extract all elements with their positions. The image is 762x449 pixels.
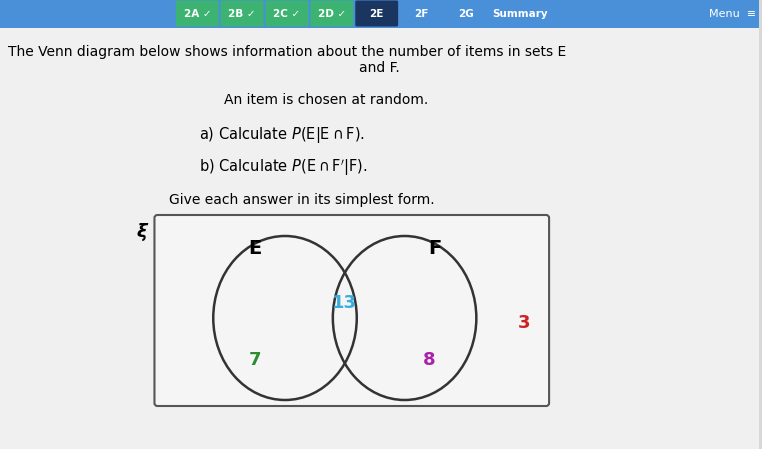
Text: The Venn diagram below shows information about the number of items in sets E: The Venn diagram below shows information… [8, 45, 566, 59]
FancyBboxPatch shape [176, 0, 219, 26]
Text: a) Calculate $P(\mathrm{E}|\mathrm{E}\cap \mathrm{F})$.: a) Calculate $P(\mathrm{E}|\mathrm{E}\ca… [200, 125, 365, 145]
Text: and F.: and F. [360, 61, 400, 75]
Text: 2F: 2F [415, 9, 429, 19]
FancyBboxPatch shape [0, 28, 760, 449]
Text: 2G: 2G [459, 9, 474, 19]
Text: 2E: 2E [370, 9, 384, 19]
Text: 13: 13 [332, 294, 357, 312]
Text: Menu  ≡: Menu ≡ [709, 9, 756, 19]
Text: Summary: Summary [492, 9, 548, 19]
Text: An item is chosen at random.: An item is chosen at random. [224, 93, 428, 107]
Text: 8: 8 [423, 351, 436, 369]
FancyBboxPatch shape [355, 0, 398, 26]
Text: 2C ✓: 2C ✓ [274, 9, 301, 19]
FancyBboxPatch shape [155, 215, 549, 406]
Text: ξ: ξ [137, 223, 148, 241]
Text: 7: 7 [249, 351, 261, 369]
FancyBboxPatch shape [310, 0, 354, 26]
Text: Give each answer in its simplest form.: Give each answer in its simplest form. [169, 193, 435, 207]
Text: 2D ✓: 2D ✓ [318, 9, 346, 19]
Text: b) Calculate $P(\mathrm{E}\cap \mathrm{F}'|\mathrm{F})$.: b) Calculate $P(\mathrm{E}\cap \mathrm{F… [200, 158, 368, 178]
FancyBboxPatch shape [0, 0, 760, 28]
Text: F: F [428, 238, 441, 257]
Text: 2A ✓: 2A ✓ [184, 9, 211, 19]
FancyBboxPatch shape [266, 0, 309, 26]
Text: 2B ✓: 2B ✓ [229, 9, 256, 19]
Text: E: E [248, 238, 261, 257]
FancyBboxPatch shape [221, 0, 264, 26]
Text: 3: 3 [518, 314, 530, 332]
